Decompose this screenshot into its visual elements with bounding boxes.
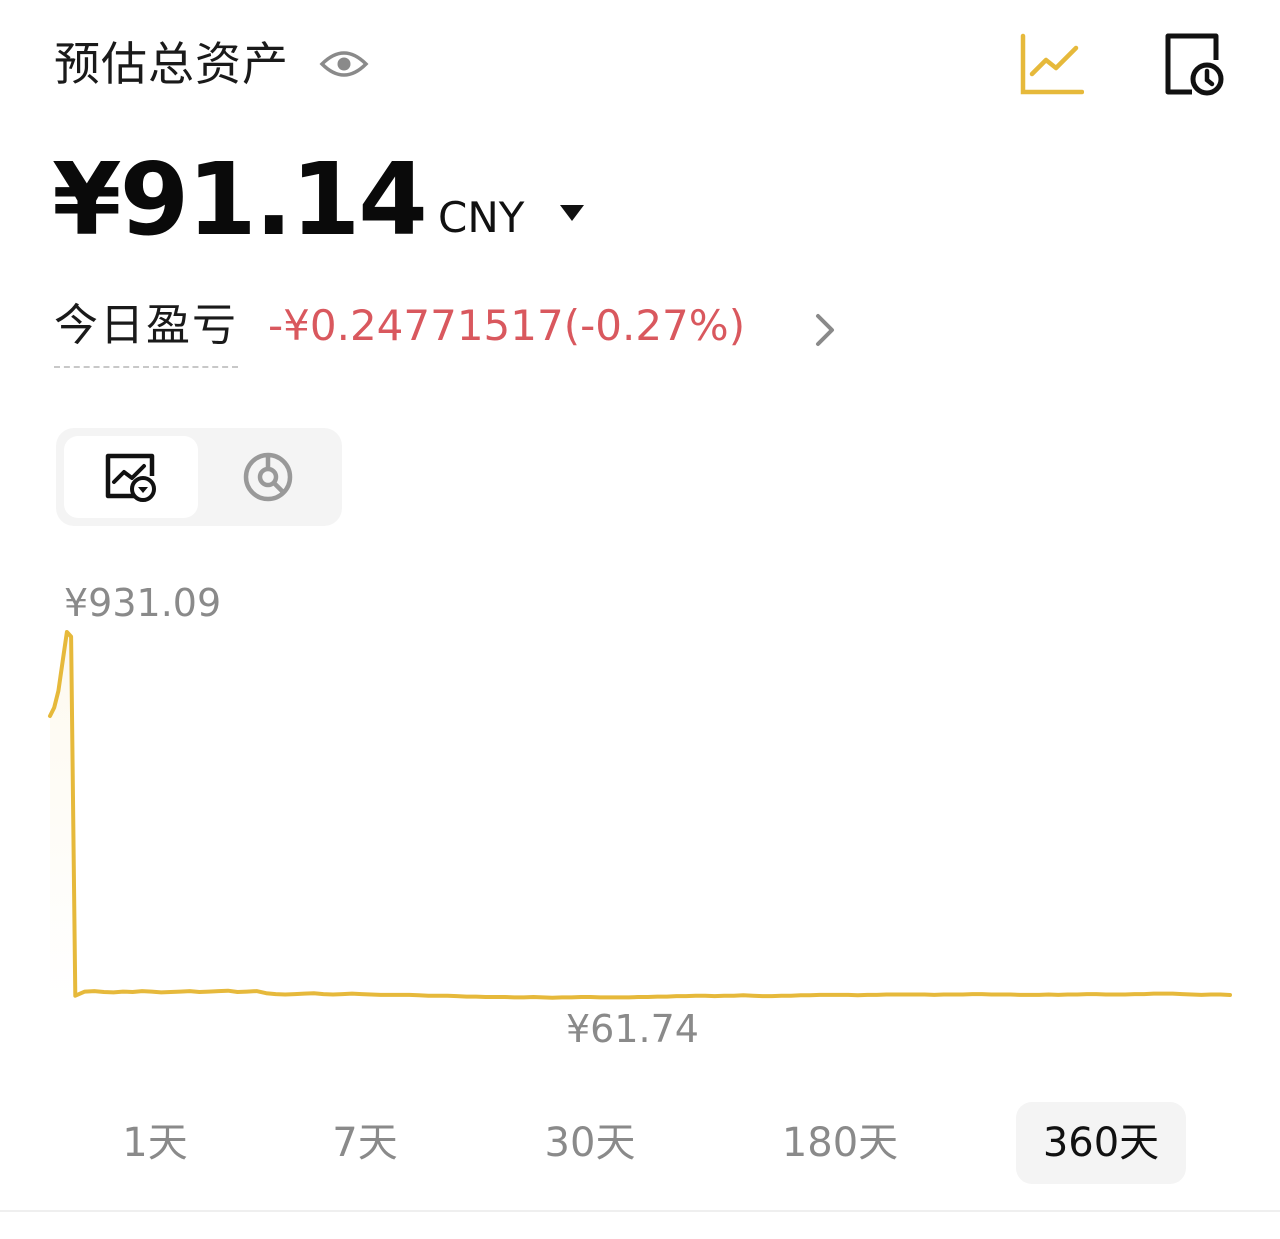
chart-max-label: ¥931.09 <box>64 581 222 625</box>
range-tab[interactable]: 30天 <box>544 1120 636 1166</box>
chart-area-fill <box>50 632 1230 1010</box>
document-clock-icon[interactable] <box>1162 30 1226 98</box>
chevron-right-icon[interactable] <box>808 310 840 350</box>
pnl-value: -¥0.24771517(-0.27%) <box>268 301 746 350</box>
view-toggle <box>56 428 342 526</box>
pie-view-icon[interactable] <box>202 436 334 518</box>
pnl-label[interactable]: 今日盈亏 <box>54 296 238 368</box>
chart-series-line <box>48 630 1232 1000</box>
range-tab[interactable]: 360天 <box>1016 1102 1186 1184</box>
eye-icon[interactable] <box>318 44 370 84</box>
chart-view-icon[interactable] <box>64 436 198 518</box>
range-tab[interactable]: 7天 <box>332 1120 398 1166</box>
bottom-divider <box>0 1210 1280 1212</box>
line-chart-icon[interactable] <box>1018 32 1085 96</box>
caret-down-icon[interactable] <box>558 202 586 224</box>
balance-amount: ¥91.14 <box>52 141 428 258</box>
page-title: 预估总资产 <box>54 37 289 91</box>
currency-selector[interactable]: CNY <box>438 193 525 242</box>
range-tab[interactable]: 1天 <box>122 1120 188 1166</box>
range-tab[interactable]: 180天 <box>781 1120 899 1166</box>
chart-min-label: ¥61.74 <box>566 1007 699 1051</box>
asset-line-chart[interactable] <box>40 620 1240 1020</box>
